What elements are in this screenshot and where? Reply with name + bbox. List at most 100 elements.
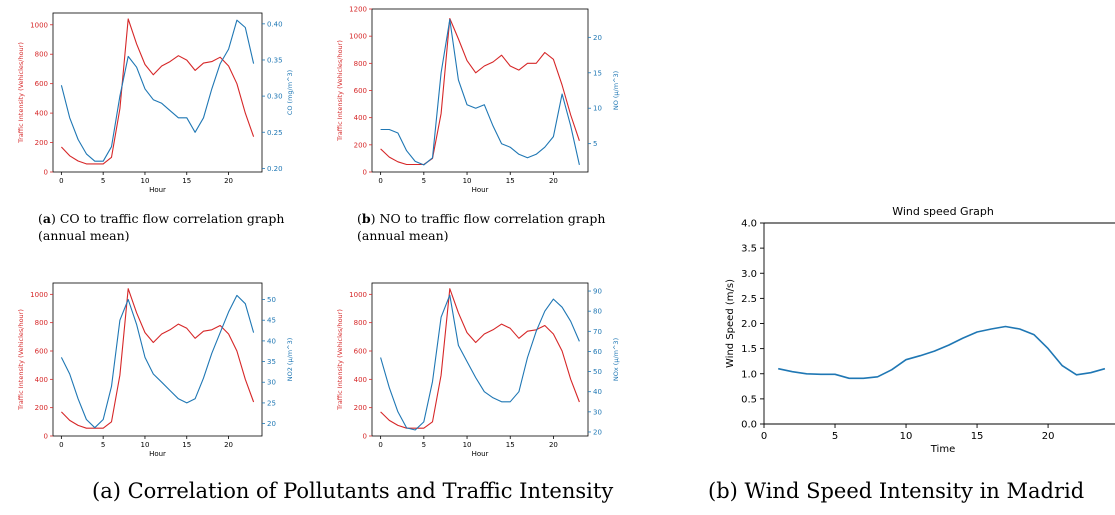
co-x-tick-label: 0: [59, 177, 63, 185]
no2-x-tick-label: 20: [224, 441, 233, 449]
wind-chart-title: Wind speed Graph: [892, 205, 994, 218]
nox-right-tick-label: 70: [593, 328, 602, 336]
nox-x-tick-label: 15: [506, 441, 515, 449]
no2-right-tick-label: 45: [267, 317, 276, 325]
co-left-tick-label: 400: [35, 110, 48, 118]
co-plot-frame: [52, 12, 263, 173]
no2-x-tick-label: 5: [101, 441, 105, 449]
no-left-tick-label: 200: [354, 141, 367, 149]
no-left-tick-label: 1200: [349, 6, 367, 14]
wind-y-tick-label: 3.5: [741, 244, 757, 255]
co-x-tick-label: 10: [140, 177, 149, 185]
no2-right-tick-label: 40: [267, 337, 276, 345]
no-traffic-line: [380, 17, 580, 166]
no2-left-tick-label: 0: [44, 433, 48, 441]
co-pollutant-line: [60, 19, 255, 162]
no2-x-tick-label: 10: [140, 441, 149, 449]
nox-x-axis-label: Hour: [472, 450, 489, 458]
wind-y-tick-label: 0.5: [741, 394, 757, 405]
wind-x-tick-label: 5: [832, 431, 838, 442]
co-caption-text: CO to traffic flow correlation graph: [59, 211, 285, 226]
co-x-axis-label: Hour: [149, 186, 166, 194]
no2-right-tick-label: 20: [267, 420, 276, 428]
co-x-tick-label: 5: [101, 177, 105, 185]
nox-left-tick-label: 400: [354, 376, 367, 384]
no2-right-tick-label: 25: [267, 399, 276, 407]
co-left-tick-label: 0: [44, 169, 48, 177]
no-left-tick-label: 0: [363, 169, 367, 177]
no2-right-tick-label: 35: [267, 358, 276, 366]
wind-x-axis-label: Time: [930, 444, 955, 455]
no2-x-tick-label: 15: [182, 441, 191, 449]
co-x-tick-label: 15: [182, 177, 191, 185]
nox-right-tick-label: 90: [593, 288, 602, 296]
no2-left-tick-label: 1000: [30, 291, 48, 299]
wind-y-tick-label: 1.0: [741, 369, 757, 380]
nox-right-axis-label: NOx (µ/m^3): [612, 338, 620, 381]
no-x-tick-label: 15: [506, 177, 515, 185]
co-chart-panel: 0 5 10 15 20 Hour 0 200 400 600 800 1000 Traffic Int…: [0, 0, 300, 200]
wind-x-tick-label: 15: [971, 431, 984, 442]
nox-left-axis-label: Traffic Intensity (Vehicles/hour): [336, 309, 344, 411]
co-caption-letter: a: [42, 211, 51, 226]
no2-chart-panel: 0 5 10 15 20 Hour 0 200 400 600 800 1000 Traffic Int…: [0, 270, 300, 470]
wind-y-tick-label: 3.0: [741, 269, 757, 280]
nox-plot-frame: [371, 282, 589, 437]
no2-traffic-chart: 0 5 10 15 20 Hour 0 200 400 600 800 1000 Traffic Int…: [17, 282, 294, 458]
no-chart-caption: (b) NO to traffic flow correlation graph…: [357, 211, 606, 243]
nox-pollutant-line: [380, 294, 580, 431]
no-pollutant-line: [380, 19, 580, 166]
wind-speed-chart: Wind speed Graph 0.0 0.5 1.0 1.5 2.0 2.5 3.0 3.5…: [725, 205, 1115, 455]
nox-x-tick-label: 10: [463, 441, 472, 449]
no-left-tick-label: 800: [354, 60, 367, 68]
co-traffic-line: [60, 18, 255, 165]
co-right-tick-label: 0.30: [267, 93, 283, 101]
wind-y-tick-label: 2.5: [741, 294, 757, 305]
no2-plot-frame: [52, 282, 263, 437]
wind-y-tick-label: 1.5: [741, 344, 757, 355]
nox-left-tick-label: 600: [354, 348, 367, 356]
nox-x-tick-label: 20: [549, 441, 558, 449]
left-figure-caption: (a) Correlation of Pollutants and Traffi…: [92, 479, 614, 503]
nox-left-tick-label: 1000: [349, 291, 367, 299]
no-traffic-chart: 0 5 10 15 20 Hour 0 200 400 600 800 1000 1200 Traffic…: [336, 6, 620, 195]
no2-right-tick-label: 30: [267, 379, 276, 387]
co-left-tick-label: 800: [35, 51, 48, 59]
no2-x-tick-label: 0: [59, 441, 63, 449]
no-x-tick-label: 0: [378, 177, 382, 185]
nox-x-tick-label: 0: [378, 441, 382, 449]
no-caption-letter: b: [361, 211, 371, 226]
co-left-axis-label: Traffic Intensity (Vehicles/hour): [17, 42, 25, 144]
right-figure-caption: (b) Wind Speed Intensity in Madrid: [708, 479, 1085, 503]
no2-pollutant-line: [60, 294, 255, 429]
co-x-tick-label: 20: [224, 177, 233, 185]
nox-right-tick-label: 50: [593, 368, 602, 376]
no-plot-frame: [371, 8, 589, 173]
nox-left-tick-label: 800: [354, 319, 367, 327]
no-right-tick-label: 10: [593, 105, 602, 113]
no-x-tick-label: 10: [463, 177, 472, 185]
co-left-tick-label: 600: [35, 80, 48, 88]
co-caption-line2: (annual mean): [38, 228, 130, 243]
nox-x-tick-label: 5: [422, 441, 426, 449]
wind-chart-panel: Wind speed Graph 0.0 0.5 1.0 1.5 2.0 2.5 3.0 3.5…: [700, 195, 1115, 465]
co-chart-caption: (a) CO to traffic flow correlation graph…: [38, 211, 285, 243]
no2-left-tick-label: 200: [35, 404, 48, 412]
no-left-tick-label: 1000: [349, 33, 367, 41]
no2-x-axis-label: Hour: [149, 450, 166, 458]
wind-speed-line: [778, 325, 1106, 380]
no2-right-tick-label: 50: [267, 296, 276, 304]
nox-traffic-line: [380, 288, 580, 429]
no2-left-tick-label: 800: [35, 319, 48, 327]
wind-y-tick-label: 2.0: [741, 319, 757, 330]
nox-left-tick-label: 0: [363, 433, 367, 441]
wind-y-tick-label: 4.0: [741, 219, 757, 230]
wind-y-axis-label: Wind Speed (m/s): [725, 279, 736, 368]
no-right-tick-label: 5: [593, 140, 597, 148]
wind-x-tick-label: 20: [1042, 431, 1055, 442]
co-left-tick-label: 200: [35, 139, 48, 147]
no2-left-axis-label: Traffic Intensity (Vehicles/hour): [17, 309, 25, 411]
no-right-tick-label: 15: [593, 69, 602, 77]
co-right-tick-label: 0.40: [267, 20, 283, 28]
no-left-tick-label: 600: [354, 87, 367, 95]
